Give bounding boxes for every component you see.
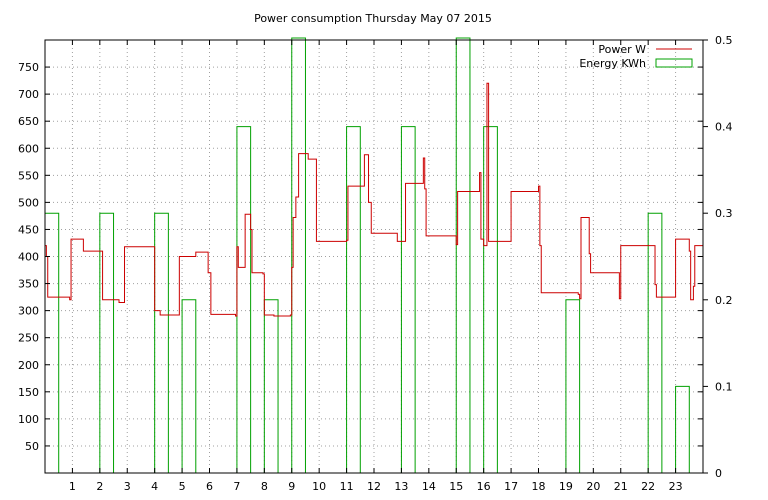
energy-bar	[675, 385, 690, 473]
y2-tick-label: 0.2	[715, 294, 733, 307]
x-tick-label: 9	[288, 480, 295, 493]
x-tick-label: 12	[367, 480, 381, 493]
x-tick-label: 1	[69, 480, 76, 493]
y-tick-label: 250	[18, 332, 39, 345]
y2-tick-label: 0.4	[715, 121, 733, 134]
x-tick-label: 7	[233, 480, 240, 493]
y-tick-label: 700	[18, 88, 39, 101]
x-tick-label: 18	[532, 480, 546, 493]
legend-label-energy: Energy KWh	[579, 57, 646, 70]
x-tick-label: 17	[504, 480, 518, 493]
y-tick-label: 350	[18, 278, 39, 291]
energy-bar	[483, 126, 498, 473]
energy-bar	[647, 212, 663, 473]
y-tick-label: 600	[18, 142, 39, 155]
energy-bar	[236, 126, 252, 473]
energy-bars	[44, 37, 690, 473]
y-tick-label: 750	[18, 61, 39, 74]
y-tick-label: 300	[18, 305, 39, 318]
x-tick-label: 4	[151, 480, 158, 493]
chart-title: Power consumption Thursday May 07 2015	[254, 12, 492, 25]
energy-bar	[346, 126, 361, 473]
y-tick-label: 150	[18, 386, 39, 399]
x-tick-label: 14	[422, 480, 436, 493]
energy-bar	[44, 212, 60, 473]
power-series-line	[45, 82, 703, 317]
y-tick-label: 450	[18, 223, 39, 236]
legend: Power W Energy KWh	[579, 43, 693, 70]
y-tick-label: 650	[18, 115, 39, 128]
y2-tick-label: 0	[715, 467, 722, 480]
x-tick-label: 3	[124, 480, 131, 493]
energy-bar	[455, 37, 471, 473]
energy-bar	[291, 37, 306, 473]
y-tick-label: 50	[25, 440, 39, 453]
y2-tick-label: 0.3	[715, 207, 733, 220]
x-tick-label: 16	[477, 480, 491, 493]
x-tick-label: 6	[206, 480, 213, 493]
energy-bar	[154, 212, 169, 473]
energy-bar	[400, 126, 416, 473]
energy-bar	[99, 212, 115, 473]
y-tick-label: 550	[18, 169, 39, 182]
power-line	[45, 82, 703, 317]
legend-swatch-energy	[655, 58, 693, 68]
legend-label-power: Power W	[598, 43, 646, 56]
x-tick-label: 22	[641, 480, 655, 493]
y-tick-label: 500	[18, 196, 39, 209]
x-tick-label: 8	[261, 480, 268, 493]
x-tick-label: 10	[312, 480, 326, 493]
y-tick-label: 200	[18, 359, 39, 372]
x-tick-label: 19	[559, 480, 573, 493]
x-tick-label: 13	[394, 480, 408, 493]
axes: 5010015020025030035040045050055060065070…	[18, 34, 733, 493]
x-tick-label: 20	[586, 480, 600, 493]
x-tick-label: 2	[96, 480, 103, 493]
x-tick-label: 11	[340, 480, 354, 493]
energy-bar	[181, 299, 197, 473]
x-tick-label: 21	[614, 480, 628, 493]
energy-bar	[565, 299, 581, 473]
y-tick-label: 100	[18, 413, 39, 426]
x-tick-label: 23	[669, 480, 683, 493]
y2-tick-label: 0.5	[715, 34, 733, 47]
energy-bar	[263, 299, 279, 473]
y2-tick-label: 0.1	[715, 380, 733, 393]
x-tick-label: 15	[449, 480, 463, 493]
grid	[45, 40, 703, 473]
y-tick-label: 400	[18, 251, 39, 264]
x-tick-label: 5	[179, 480, 186, 493]
